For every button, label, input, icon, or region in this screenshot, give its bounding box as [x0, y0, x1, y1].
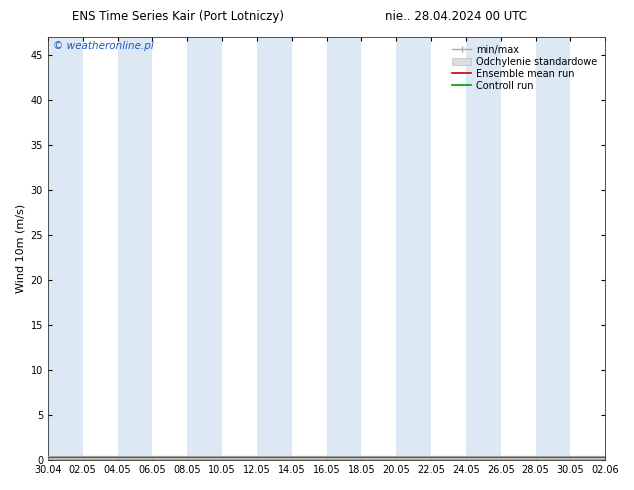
Bar: [571, 37, 605, 460]
Bar: [222, 37, 257, 460]
Bar: [396, 37, 431, 460]
Bar: [257, 37, 292, 460]
Bar: [431, 37, 466, 460]
Bar: [83, 37, 117, 460]
Bar: [152, 37, 187, 460]
Text: © weatheronline.pl: © weatheronline.pl: [53, 41, 154, 51]
Bar: [117, 37, 152, 460]
Bar: [536, 37, 571, 460]
Bar: [466, 37, 501, 460]
Bar: [292, 37, 327, 460]
Legend: min/max, Odchylenie standardowe, Ensemble mean run, Controll run: min/max, Odchylenie standardowe, Ensembl…: [449, 42, 600, 94]
Text: ENS Time Series Kair (Port Lotniczy): ENS Time Series Kair (Port Lotniczy): [72, 10, 283, 23]
Y-axis label: Wind 10m (m/s): Wind 10m (m/s): [15, 204, 25, 293]
Text: nie.. 28.04.2024 00 UTC: nie.. 28.04.2024 00 UTC: [385, 10, 527, 23]
Bar: [361, 37, 396, 460]
Bar: [327, 37, 361, 460]
Bar: [48, 37, 83, 460]
Bar: [501, 37, 536, 460]
Bar: [187, 37, 222, 460]
